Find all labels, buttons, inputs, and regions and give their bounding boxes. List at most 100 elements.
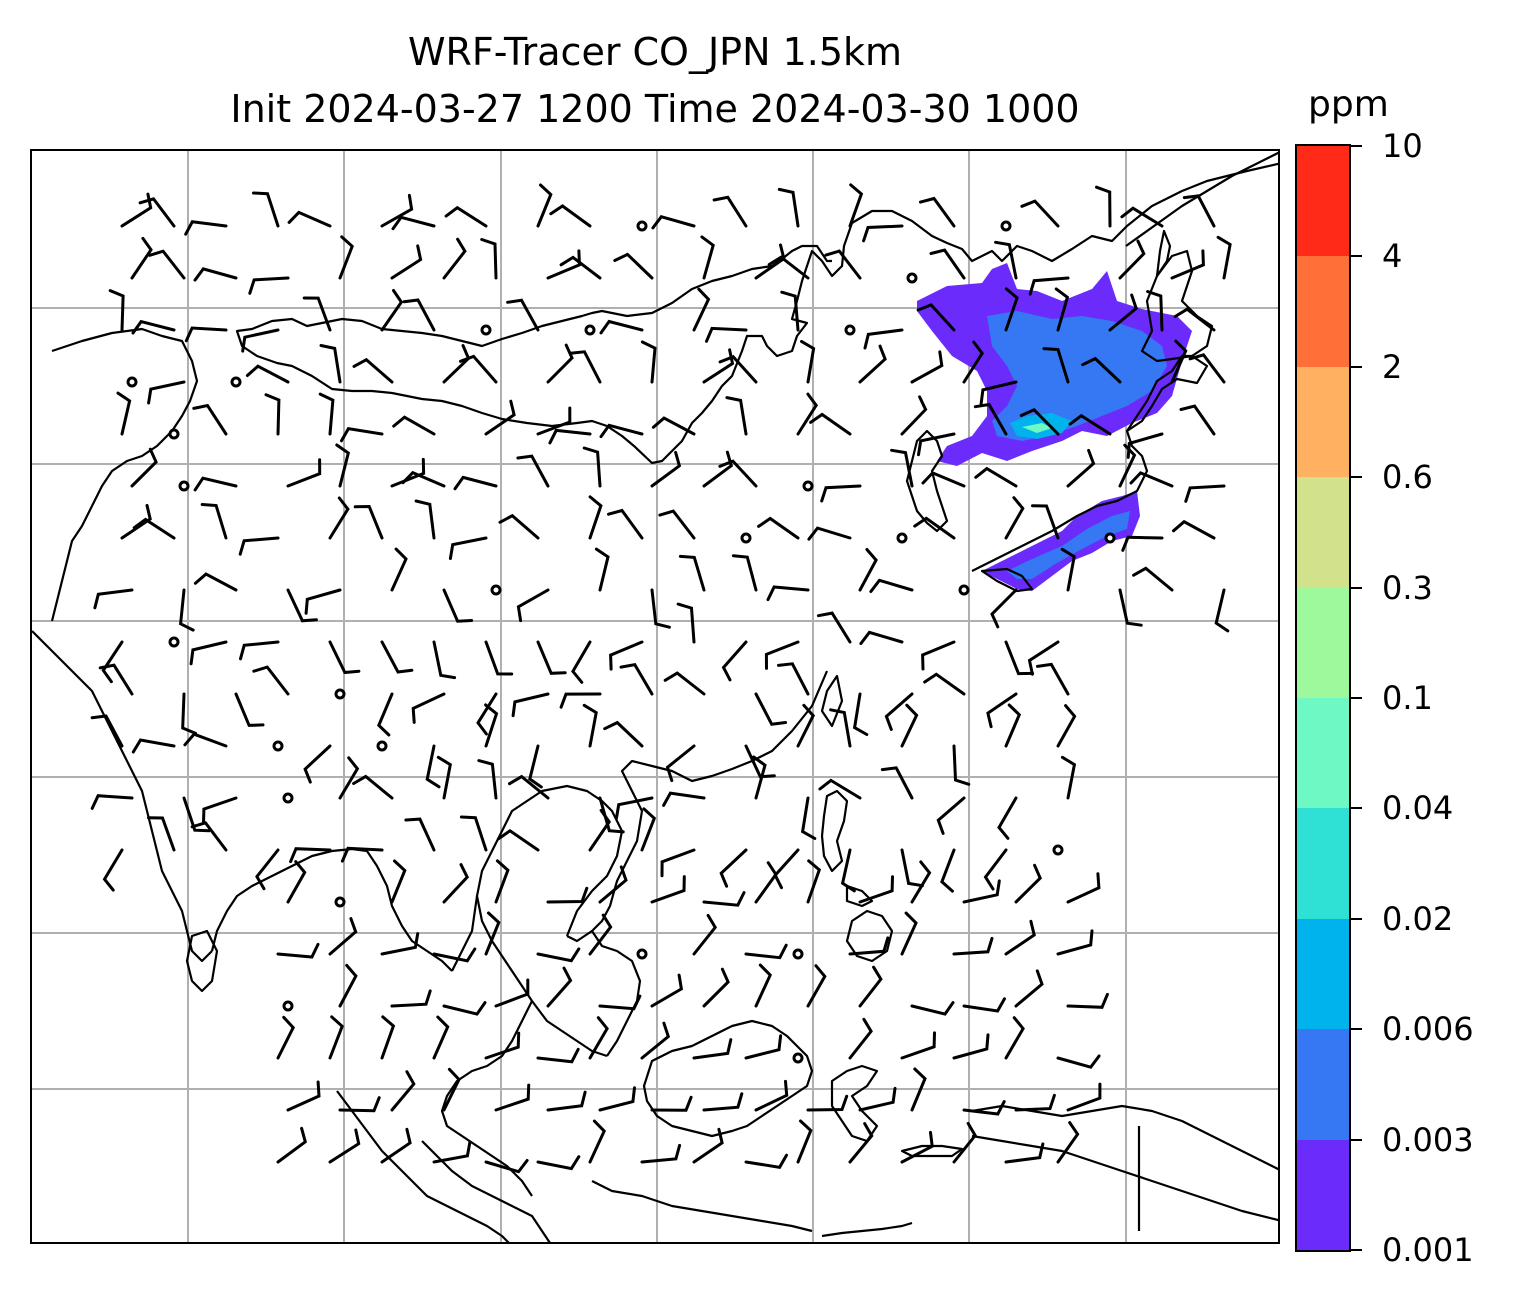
wind-barb: [650, 875, 686, 904]
wind-barb: [824, 249, 862, 280]
wind-barb: [328, 1128, 361, 1164]
wind-barb: [702, 348, 735, 384]
wind-barb: [340, 427, 384, 443]
wind-barb: [390, 859, 407, 904]
wind-barb: [582, 446, 602, 488]
wind-barb: [252, 665, 290, 696]
wind-barb: [498, 513, 540, 540]
wind-barb: [744, 943, 788, 960]
calm-wind-marker: [1000, 220, 1012, 232]
wind-barb: [651, 214, 696, 230]
wind-barb: [353, 504, 384, 540]
wind-barb: [588, 808, 612, 852]
wind-barb: [588, 1119, 606, 1164]
wind-barb: [599, 319, 644, 335]
wind-barb: [1081, 356, 1122, 384]
wind-barb: [588, 1016, 609, 1060]
wind-barb: [484, 703, 499, 748]
wind-barb: [120, 192, 153, 228]
wind-barb: [549, 204, 592, 228]
wind-barb: [380, 932, 420, 956]
wind-barb: [962, 1100, 1006, 1116]
wind-barb: [1019, 408, 1060, 436]
wind-barb: [1132, 566, 1174, 592]
wind-barb: [952, 936, 994, 956]
wind-barb: [276, 942, 320, 959]
wind-barb: [380, 193, 414, 228]
coastline-kyushu: [980, 567, 1034, 593]
wind-barb: [390, 547, 408, 592]
wind-barb: [559, 692, 602, 709]
wind-barb: [444, 205, 488, 228]
tracer-concentration-field: [917, 263, 1192, 591]
wind-barb: [766, 585, 810, 602]
wind-barb: [494, 859, 510, 904]
colorbar-tick: [1351, 917, 1362, 920]
wind-barb: [286, 1080, 321, 1112]
map-panel[interactable]: [30, 149, 1280, 1244]
wind-barb: [712, 195, 748, 228]
calm-wind-marker: [792, 1052, 804, 1064]
wind-barb: [598, 865, 628, 904]
wind-barb: [890, 448, 914, 488]
wind-barb: [858, 344, 887, 384]
wind-barb: [979, 380, 1018, 406]
wind-barb: [1066, 448, 1096, 488]
wind-barb: [796, 392, 819, 436]
wind-barb: [692, 1038, 733, 1060]
calm-wind-marker: [282, 1000, 294, 1012]
colorbar-label: 0.3: [1382, 568, 1433, 607]
wind-barb: [130, 236, 153, 280]
wind-barb: [546, 886, 589, 904]
wind-barb: [1172, 519, 1216, 540]
coastline-china-south: [566, 670, 829, 943]
wind-barb: [1036, 662, 1070, 696]
wind-barb: [1120, 206, 1164, 228]
wind-barb: [744, 1034, 783, 1060]
wind-barb: [640, 1021, 671, 1060]
wind-barb: [181, 692, 198, 735]
wind-barb: [880, 766, 914, 800]
wind-barb: [442, 1067, 461, 1112]
wind-barb: [952, 744, 971, 786]
wind-barb: [494, 1083, 531, 1112]
colorbar-unit: ppm: [1308, 84, 1389, 125]
wind-barb: [820, 484, 862, 503]
wind-barb: [1056, 929, 1094, 956]
wind-barb: [414, 499, 436, 540]
wind-barb: [862, 224, 904, 243]
wind-barb: [338, 235, 354, 280]
wind-barb: [248, 276, 290, 295]
wind-barb: [614, 796, 654, 820]
wind-barb: [90, 714, 124, 748]
wind-barb: [1214, 588, 1230, 633]
wind-barb: [569, 350, 602, 384]
wind-barb: [448, 536, 488, 560]
wind-barb: [147, 380, 186, 405]
coastline-russia-north: [1125, 151, 1278, 247]
calm-wind-marker: [906, 272, 918, 284]
wind-barb: [390, 1070, 416, 1112]
calm-wind-marker: [792, 948, 804, 960]
colorbar-label: 10: [1382, 127, 1423, 165]
wind-barb: [660, 848, 696, 878]
wind-barb: [613, 252, 654, 280]
wind-barb: [731, 554, 758, 592]
calm-wind-marker: [334, 688, 346, 700]
colorbar-tick: [1351, 1028, 1362, 1031]
wind-barb: [511, 692, 550, 718]
calm-wind-marker: [126, 376, 138, 388]
wind-barb: [131, 319, 176, 335]
wind-barb: [241, 328, 280, 353]
wind-barb: [848, 1122, 874, 1164]
colorbar: [1295, 144, 1351, 1252]
wind-barb: [718, 459, 758, 488]
wind-barb: [1146, 290, 1164, 332]
wind-barb: [607, 508, 644, 540]
wind-barb: [599, 423, 644, 439]
wind-barb: [757, 516, 800, 540]
wind-barb: [1121, 535, 1164, 552]
wind-barb: [1066, 1082, 1102, 1112]
wind-barb: [702, 1092, 744, 1112]
wind-barb: [328, 640, 361, 675]
